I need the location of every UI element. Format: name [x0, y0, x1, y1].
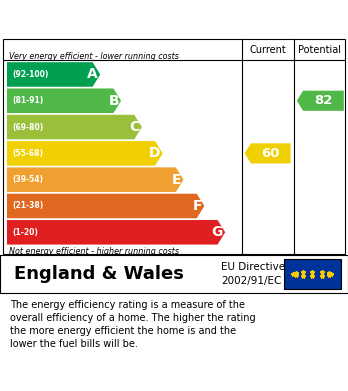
- Text: (39-54): (39-54): [12, 175, 43, 184]
- Text: Energy Efficiency Rating: Energy Efficiency Rating: [59, 10, 289, 28]
- Text: C: C: [129, 120, 140, 134]
- Polygon shape: [7, 62, 100, 87]
- Text: B: B: [108, 94, 119, 108]
- Polygon shape: [7, 194, 204, 218]
- Text: E: E: [172, 173, 181, 187]
- Text: Potential: Potential: [298, 45, 341, 54]
- Text: (92-100): (92-100): [12, 70, 49, 79]
- Text: EU Directive
2002/91/EC: EU Directive 2002/91/EC: [221, 262, 285, 286]
- Text: (55-68): (55-68): [12, 149, 43, 158]
- Polygon shape: [7, 167, 183, 192]
- Text: 82: 82: [314, 94, 333, 107]
- Polygon shape: [245, 143, 291, 163]
- Text: Current: Current: [250, 45, 286, 54]
- Text: (69-80): (69-80): [12, 122, 44, 131]
- Bar: [284, 259, 341, 289]
- Text: The energy efficiency rating is a measure of the
overall efficiency of a home. T: The energy efficiency rating is a measur…: [10, 300, 256, 350]
- Text: (81-91): (81-91): [12, 96, 44, 105]
- Polygon shape: [297, 91, 344, 111]
- Text: Not energy efficient - higher running costs: Not energy efficient - higher running co…: [9, 248, 179, 256]
- Polygon shape: [7, 115, 142, 139]
- Text: (21-38): (21-38): [12, 201, 44, 210]
- Text: Very energy efficient - lower running costs: Very energy efficient - lower running co…: [9, 52, 179, 61]
- Text: (1-20): (1-20): [12, 228, 38, 237]
- Text: 60: 60: [261, 147, 280, 160]
- Text: A: A: [87, 68, 98, 81]
- Polygon shape: [7, 88, 121, 113]
- Text: England & Wales: England & Wales: [14, 265, 184, 283]
- Text: F: F: [193, 199, 202, 213]
- Polygon shape: [7, 141, 163, 166]
- Text: D: D: [149, 146, 161, 160]
- Polygon shape: [7, 220, 225, 245]
- Text: G: G: [212, 225, 223, 239]
